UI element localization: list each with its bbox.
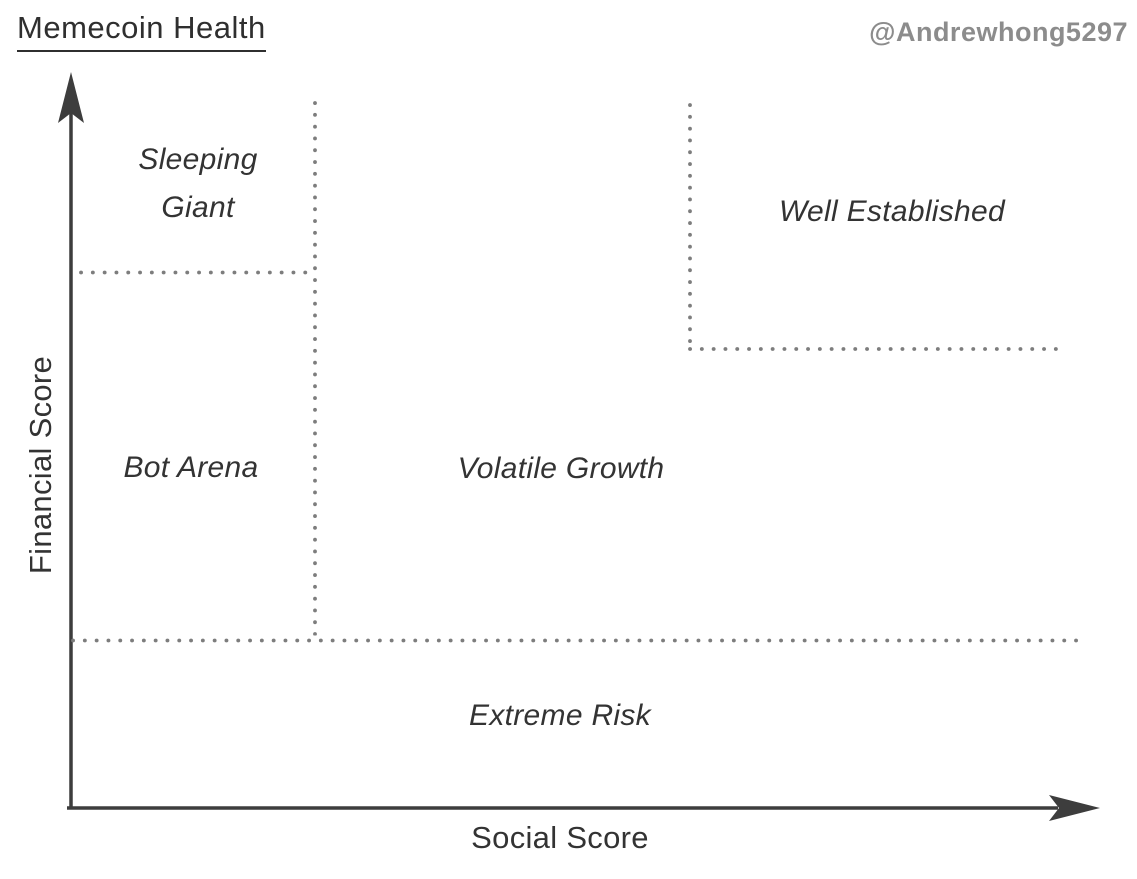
x-axis-arrowhead-icon (1049, 795, 1100, 821)
attribution-handle: @Andrewhong5297 (869, 17, 1128, 47)
region-label-volatile-growth: Volatile Growth (457, 452, 665, 485)
region-label-bot-arena: Bot Arena (123, 451, 259, 484)
page-title: Memecoin Health (17, 10, 266, 52)
y-axis-arrowhead-icon (58, 72, 84, 123)
x-axis-label: Social Score (471, 820, 649, 855)
region-label-well-established: Well Established (778, 195, 1006, 228)
region-label-sleeping-giant: Sleeping Giant (138, 143, 258, 224)
region-label-extreme-risk: Extreme Risk (469, 699, 651, 732)
y-axis-label: Financial Score (23, 355, 58, 575)
